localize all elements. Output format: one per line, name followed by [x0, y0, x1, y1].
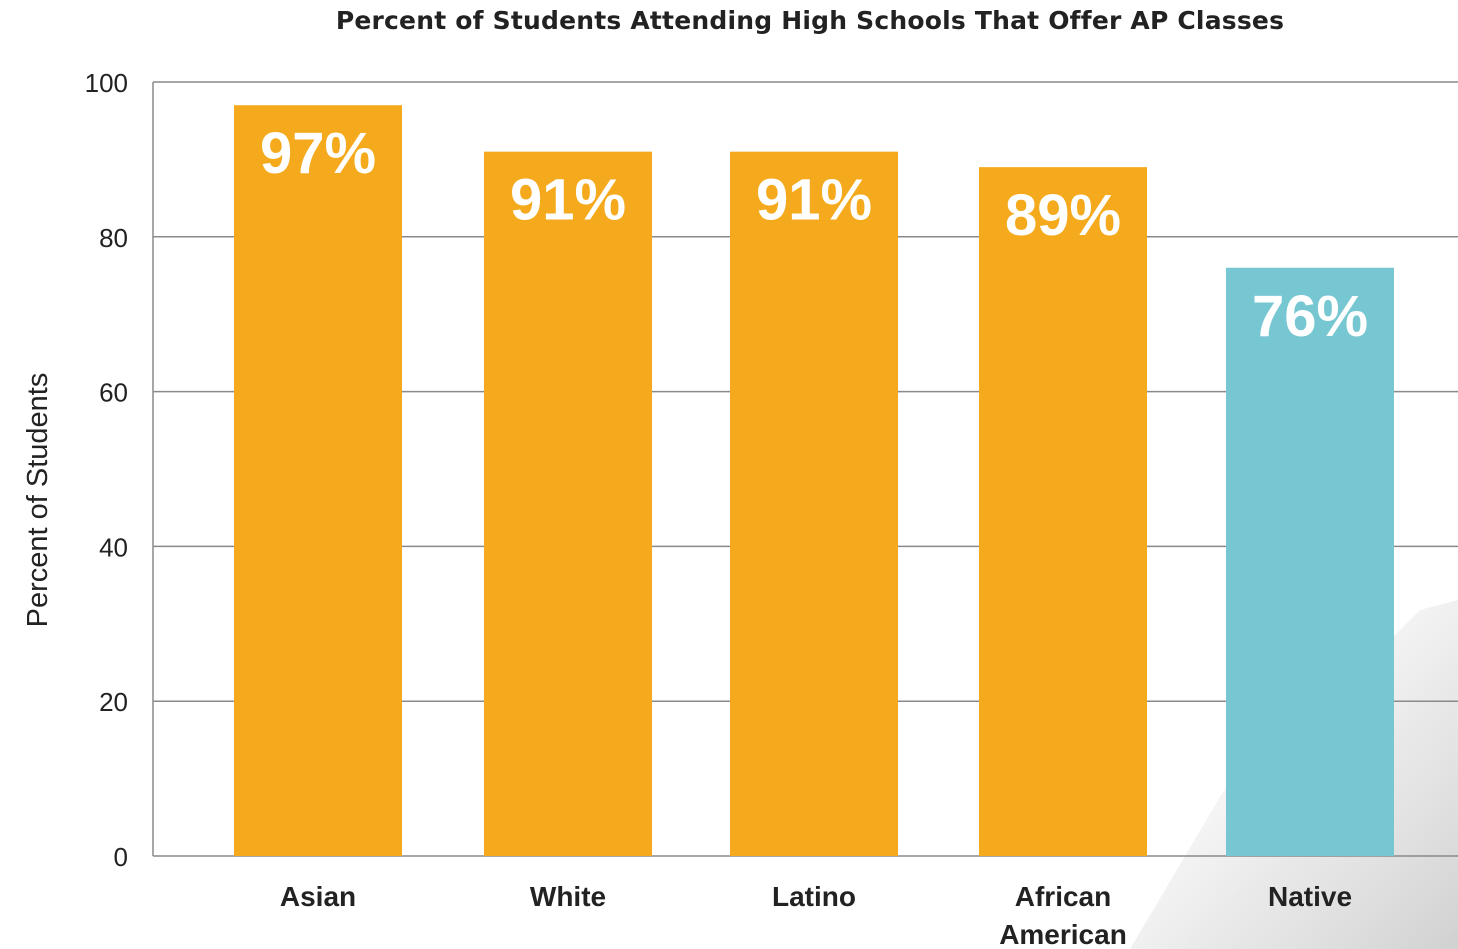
bar — [730, 151, 898, 856]
x-axis: Asian White Latino African American Native — [280, 881, 1352, 949]
data-label: 97% — [260, 121, 376, 186]
y-tick-label: 20 — [99, 687, 128, 717]
y-tick-label: 100 — [85, 68, 128, 98]
y-axis: 0 20 40 60 80 100 — [85, 68, 154, 872]
x-tick-label: Latino — [772, 881, 856, 912]
bar — [979, 167, 1147, 856]
data-label: 91% — [510, 168, 626, 233]
y-tick-label: 80 — [99, 223, 128, 253]
x-tick-label: Asian — [280, 881, 356, 912]
data-label: 91% — [756, 168, 872, 233]
x-tick-label: Native — [1268, 881, 1352, 912]
chart-title: Percent of Students Attending High Schoo… — [335, 6, 1285, 35]
bar — [1226, 267, 1394, 856]
y-axis-label: Percent of Students — [22, 373, 54, 628]
y-tick-label: 60 — [99, 378, 128, 408]
bar — [484, 151, 652, 856]
x-tick-label: African American — [999, 881, 1127, 949]
data-label: 89% — [1005, 183, 1121, 248]
y-tick-label: 0 — [114, 842, 128, 872]
data-labels: 97% 91% 91% 89% 76% — [260, 121, 1368, 349]
bars — [234, 105, 1394, 857]
data-label: 76% — [1252, 284, 1368, 349]
x-tick-label: White — [530, 881, 606, 912]
y-tick-label: 40 — [99, 532, 128, 562]
bar — [234, 105, 402, 857]
